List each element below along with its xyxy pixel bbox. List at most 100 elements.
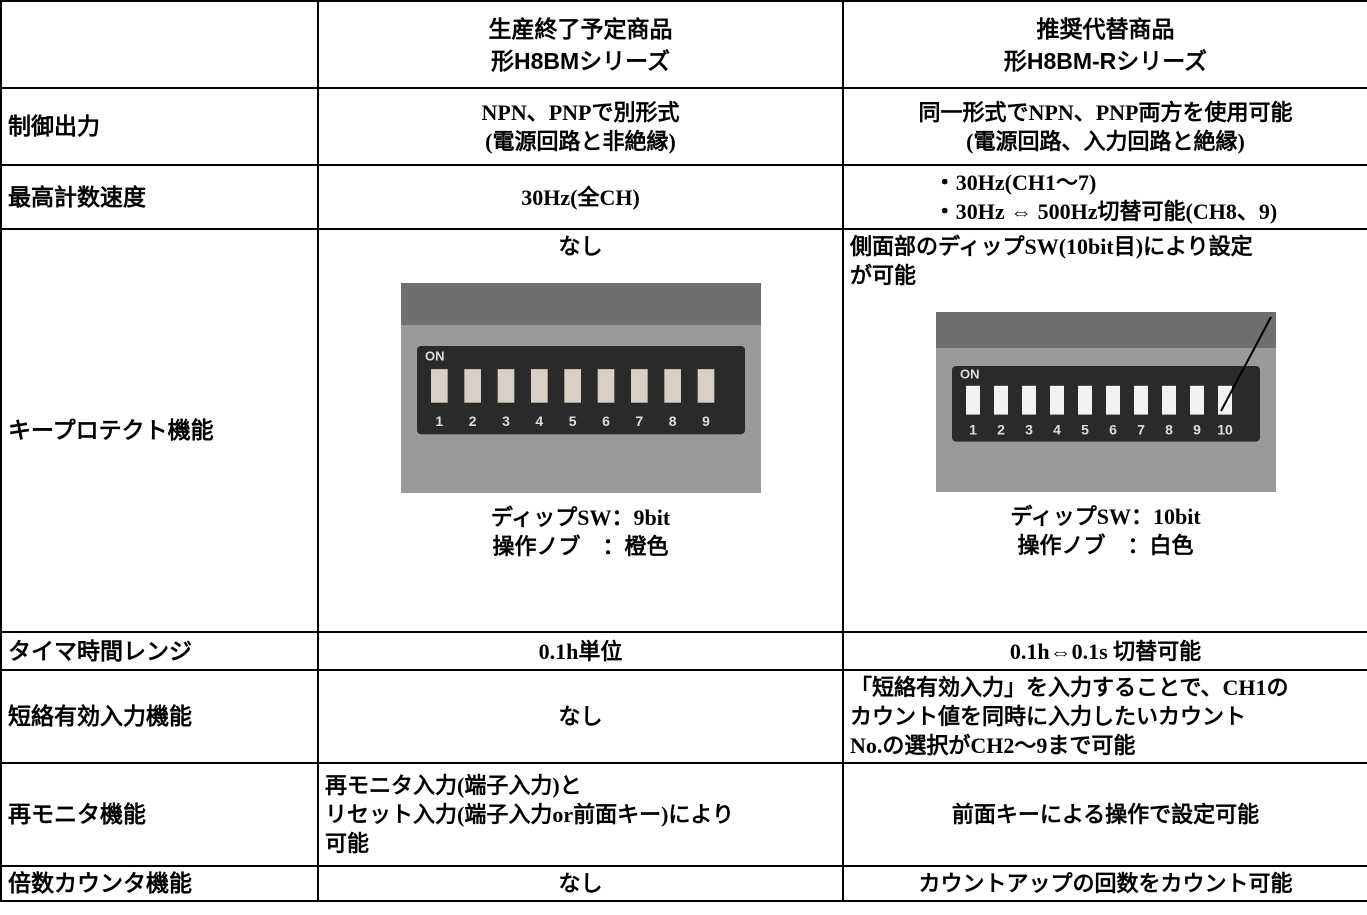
cell-line: が可能 <box>850 263 917 288</box>
header-cell: 生産終了予定商品 形H8BMシリーズ <box>317 0 844 89</box>
cell: なし ON 1 2 3 4 5 6 7 8 9 ディップSW：9bit 操作ノブ ：橙色 <box>317 228 844 633</box>
cell: 「短絡有効入力」を入力することで、CH1の カウント値を同時に入力したいカウント N… <box>842 669 1367 764</box>
cell: なし <box>317 865 844 902</box>
header-row: 生産終了予定商品 形H8BMシリーズ 推奨代替商品形H8BM-Rシリーズ <box>0 0 1367 89</box>
switch-number: 9 <box>1193 421 1201 437</box>
row-label: 最高計数速度 <box>0 164 319 230</box>
cell: ・30Hz(CH1〜7) ・30Hz ⇔ 500Hz切替可能(CH8、9) <box>842 164 1367 230</box>
switch-number: 2 <box>997 421 1005 437</box>
switch-knob <box>1105 385 1120 415</box>
row-label: 再モニタ機能 <box>0 762 319 867</box>
switch-number: 5 <box>1081 421 1089 437</box>
switch-knob <box>1021 385 1036 415</box>
cell-line: NPN、PNPで別形式 <box>481 99 680 125</box>
switch-number: 7 <box>1137 421 1145 437</box>
on-label: ON <box>960 367 980 382</box>
cell-line: カウントアップの回数をカウント可能 <box>918 871 1293 896</box>
caption-line: 操作ノブ ：白色 <box>1017 533 1194 558</box>
cell-line: ・30Hz ⇔ 500Hz切替可能(CH8、9) <box>933 199 1278 224</box>
table-row: 最高計数速度 30Hz(全CH) ・30Hz(CH1〜7) ・30Hz ⇔ 500Hz… <box>0 164 1367 230</box>
cell-line: 同一形式でNPN、PNP両方を使用可能 <box>918 99 1293 125</box>
cell-line: 側面部のディップSW(10bit目)により設定 <box>850 234 1253 259</box>
switch-number: 4 <box>1053 421 1061 437</box>
cell-line: 可能 <box>325 831 370 856</box>
cell: 30Hz(全CH) <box>317 164 844 230</box>
cell-line: (電源回路と非絶縁) <box>485 128 676 154</box>
cell-line: 0.1h単位 <box>538 638 623 664</box>
cell: なし <box>317 669 844 764</box>
switch-knob <box>965 385 980 415</box>
switch-knob <box>497 369 514 403</box>
on-label: ON <box>425 349 445 364</box>
switch-knob <box>563 369 581 403</box>
switch-knob <box>463 369 481 403</box>
switch-number: 1 <box>435 413 443 429</box>
switch-knob <box>1189 385 1204 415</box>
header-line: 形H8BMシリーズ <box>490 47 671 74</box>
switch-number: 10 <box>1217 421 1233 437</box>
corner-cell <box>0 0 319 89</box>
switch-knob <box>430 369 448 403</box>
housing <box>935 312 1276 348</box>
switch-knob <box>530 369 548 403</box>
cell: 前面キーによる操作で設定可能 <box>842 762 1367 867</box>
cell-line: なし <box>558 234 603 259</box>
switch-knob <box>663 369 681 403</box>
row-label: 倍数カウンタ機能 <box>0 865 319 902</box>
cell: 同一形式でNPN、PNP両方を使用可能 (電源回路、入力回路と絶縁) <box>842 87 1367 166</box>
switch-knob <box>1133 385 1148 415</box>
cell-line: カウント値を同時に入力したいカウント <box>850 704 1247 729</box>
switch-knob <box>630 369 648 403</box>
switch-number: 9 <box>702 413 710 429</box>
switch-number: 5 <box>568 413 576 429</box>
caption: ディップSW：9bit 操作ノブ ：橙色 <box>325 503 836 561</box>
switch-number: 6 <box>602 413 610 429</box>
arrow-line <box>1219 316 1272 412</box>
caption-line: ディップSW：10bit <box>1010 504 1201 529</box>
cell-line: 前面キーによる操作で設定可能 <box>951 802 1260 827</box>
switch-number: 8 <box>668 413 676 429</box>
switch-number: 3 <box>502 413 510 429</box>
cell: NPN、PNPで別形式 (電源回路と非絶縁) <box>317 87 844 166</box>
cell-line: (電源回路、入力回路と絶縁) <box>966 128 1245 154</box>
switch-knob <box>1217 385 1232 415</box>
cell-line: 30Hz(全CH) <box>521 184 640 210</box>
switch-knob <box>597 369 614 403</box>
housing <box>400 283 761 325</box>
cell: カウントアップの回数をカウント可能 <box>842 865 1367 902</box>
cell: 再モニタ入力(端子入力)と リセット入力(端子入力or前面キー)により 可能 <box>317 762 844 867</box>
cell: 0.1h単位 <box>317 631 844 671</box>
switch-knob <box>1077 385 1092 415</box>
cell-line: なし <box>558 871 603 896</box>
row-label: キープロテクト機能 <box>0 228 319 633</box>
cell-line: No.の選択がCH2〜9まで可能 <box>850 733 1136 758</box>
caption-line: ディップSW：9bit <box>490 505 671 530</box>
dip-switch-photo: ON 1 2 3 4 5 6 7 8 9 10 <box>935 312 1276 492</box>
table-row: 短絡有効入力機能 なし 「短絡有効入力」を入力することで、CH1の カウント値を同時に… <box>0 669 1367 764</box>
switch-number: 8 <box>1165 421 1173 437</box>
row-label: 制御出力 <box>0 87 319 166</box>
switch-number: 1 <box>969 421 977 437</box>
switch-number: 7 <box>635 413 643 429</box>
bullet-block: ・30Hz(CH1〜7) ・30Hz ⇔ 500Hz切替可能(CH8、9) <box>934 168 1277 226</box>
header-line: 推奨代替商品 <box>1036 15 1175 42</box>
cell-line: なし <box>558 704 603 729</box>
row-label: 短絡有効入力機能 <box>0 669 319 764</box>
header-line: 形H8BM-Rシリーズ <box>1003 47 1208 74</box>
cell-line: ・30Hz(CH1〜7) <box>933 170 1097 195</box>
switch-number: 4 <box>535 413 543 429</box>
switch-number: 2 <box>468 413 476 429</box>
switch-knob <box>1049 385 1064 415</box>
header-cell: 推奨代替商品形H8BM-Rシリーズ <box>842 0 1367 89</box>
table-row: タイマ時間レンジ 0.1h単位 0.1h⇔0.1s 切替可能 <box>0 631 1367 671</box>
switch-knob <box>697 369 714 403</box>
row-label: タイマ時間レンジ <box>0 631 319 671</box>
switch-number: 3 <box>1025 421 1033 437</box>
cell-line: 再モニタ入力(端子入力)と <box>325 773 582 798</box>
table-row: 倍数カウンタ機能 なし カウントアップの回数をカウント可能 <box>0 865 1367 902</box>
cell-line: 「短絡有効入力」を入力することで、CH1の <box>850 675 1289 700</box>
cell-line: 0.1h⇔0.1s 切替可能 <box>1009 638 1202 664</box>
caption-line: 操作ノブ ：橙色 <box>492 534 669 559</box>
cell: 側面部のディップSW(10bit目)により設定 が可能 ON 1 2 3 4 5 6 7 8 9 10 デ… <box>842 228 1367 633</box>
